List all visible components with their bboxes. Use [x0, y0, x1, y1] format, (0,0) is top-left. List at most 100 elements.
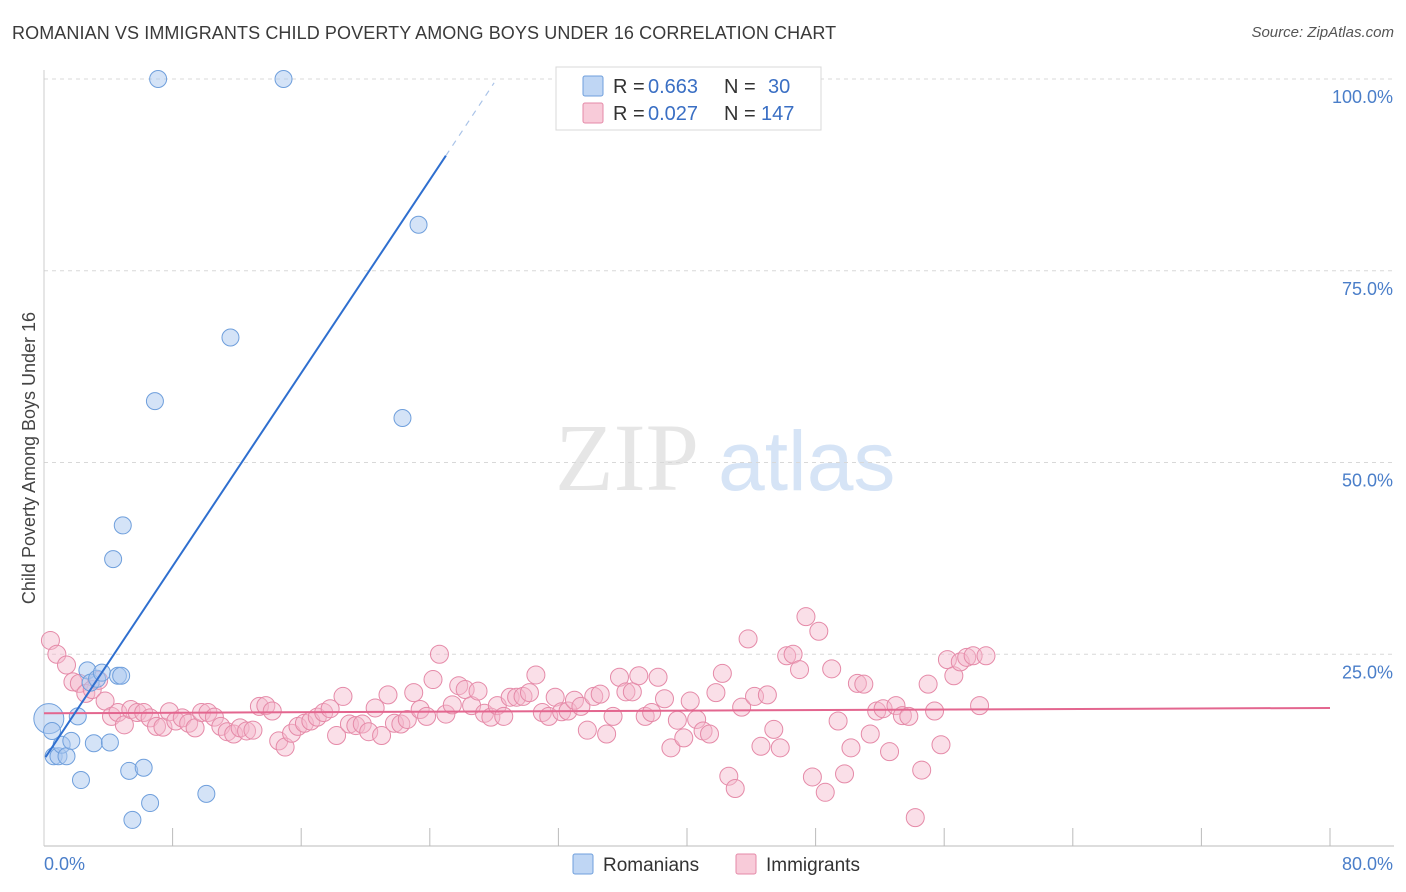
- legend-n-label-immigrants: N =: [724, 103, 756, 125]
- romanians-point: [71, 771, 90, 790]
- legend-r-value-romanians: 0.663: [648, 76, 698, 98]
- immigrants-point: [738, 629, 758, 649]
- bottom-legend-swatch-romanians: [572, 853, 594, 875]
- immigrants-point: [725, 778, 745, 798]
- romanians-point: [149, 70, 168, 88]
- x-tick-label-min: 0.0%: [44, 854, 85, 874]
- legend-r-label-romanians: R =: [613, 76, 645, 98]
- legend-n-label-romanians: N =: [724, 76, 756, 98]
- watermark-atlas: atlas: [718, 414, 895, 508]
- immigrants-point: [642, 703, 662, 723]
- bottom-legend-immigrants: Immigrants: [766, 855, 860, 876]
- immigrants-point: [661, 738, 681, 758]
- immigrants-point: [436, 704, 456, 724]
- immigrants-point: [912, 760, 932, 780]
- immigrants-point: [732, 697, 752, 717]
- immigrants-point: [880, 742, 900, 762]
- romanians-trend-line: [44, 155, 447, 758]
- y-axis-label: Child Poverty Among Boys Under 16: [19, 312, 39, 604]
- y-tick-label: 75.0%: [1342, 279, 1393, 299]
- x-ticks: [172, 828, 1331, 846]
- immigrants-point: [970, 696, 990, 716]
- immigrants-trend-line: [43, 706, 1331, 715]
- immigrants-point: [622, 682, 642, 702]
- bottom-legend-romanians: Romanians: [603, 855, 699, 876]
- romanians-point: [393, 409, 412, 428]
- romanians-point: [113, 516, 132, 535]
- immigrants-point: [667, 710, 687, 730]
- immigrants-point: [790, 660, 810, 680]
- romanians-point: [112, 666, 131, 685]
- immigrants-point: [654, 689, 674, 709]
- romanians-point: [197, 784, 216, 803]
- immigrants-point: [770, 738, 790, 758]
- chart-source: Source: ZipAtlas.com: [1251, 24, 1394, 41]
- immigrants-point: [629, 666, 649, 686]
- immigrants-point: [397, 709, 417, 729]
- immigrants-point: [674, 728, 694, 748]
- immigrants-point: [577, 720, 597, 740]
- immigrants-point: [333, 686, 353, 706]
- immigrants-point: [905, 808, 925, 828]
- romanians-point: [104, 550, 123, 569]
- immigrants-point: [507, 687, 527, 707]
- legend-n-value-immigrants: 147: [761, 103, 794, 125]
- immigrants-point: [404, 683, 424, 703]
- legend-n-value-romanians: 30: [768, 76, 790, 98]
- immigrants-point: [352, 714, 372, 734]
- stats-legend: R = 0.663 N = 30 R = 0.027 N = 147: [555, 66, 822, 131]
- immigrants-point: [873, 699, 893, 719]
- romanians-point: [123, 810, 142, 829]
- romanians-points: [33, 70, 428, 829]
- immigrants-point: [423, 670, 443, 690]
- immigrants-point: [802, 767, 822, 787]
- immigrants-point: [256, 696, 276, 716]
- romanians-trend-extension: [445, 82, 495, 157]
- immigrants-point: [957, 647, 977, 667]
- romanians-point: [84, 734, 103, 753]
- romanians-point: [43, 721, 62, 740]
- legend-swatch-immigrants: [582, 102, 604, 124]
- immigrants-point: [796, 607, 816, 627]
- immigrants-point: [680, 691, 700, 711]
- immigrants-point: [700, 724, 720, 744]
- immigrants-point: [854, 674, 874, 694]
- romanians-point: [145, 392, 164, 411]
- immigrants-point: [243, 720, 263, 740]
- romanians-point: [134, 758, 153, 777]
- immigrants-point: [519, 683, 539, 703]
- immigrants-point: [976, 646, 996, 666]
- immigrants-point: [751, 736, 771, 756]
- immigrants-point: [847, 673, 867, 693]
- immigrants-point: [712, 663, 732, 683]
- romanians-point: [62, 731, 81, 750]
- x-tick-label-max: 80.0%: [1342, 854, 1393, 874]
- immigrants-point: [828, 711, 848, 731]
- romanians-point: [100, 733, 119, 752]
- immigrants-point: [327, 726, 347, 746]
- y-tick-label: 50.0%: [1342, 471, 1393, 491]
- legend-r-label-immigrants: R =: [613, 103, 645, 125]
- immigrants-point: [706, 683, 726, 703]
- immigrants-point: [931, 735, 951, 755]
- immigrants-point: [757, 685, 777, 705]
- immigrants-point: [597, 724, 617, 744]
- immigrants-point: [262, 701, 282, 721]
- immigrants-point: [249, 696, 269, 716]
- immigrants-point: [918, 674, 938, 694]
- immigrants-point: [815, 782, 835, 802]
- trend-lines: [43, 82, 1331, 758]
- immigrants-point: [892, 706, 912, 726]
- romanians-point: [57, 747, 76, 766]
- immigrants-point: [372, 726, 392, 746]
- legend-swatch-romanians: [582, 75, 604, 97]
- immigrants-point: [384, 713, 404, 733]
- immigrants-point: [147, 716, 167, 736]
- immigrants-point: [616, 682, 636, 702]
- immigrants-point: [494, 706, 514, 726]
- immigrants-point: [809, 621, 829, 641]
- immigrants-point: [47, 644, 67, 664]
- y-tick-label: 25.0%: [1342, 662, 1393, 682]
- immigrants-point: [468, 681, 488, 701]
- immigrants-points: [40, 607, 996, 828]
